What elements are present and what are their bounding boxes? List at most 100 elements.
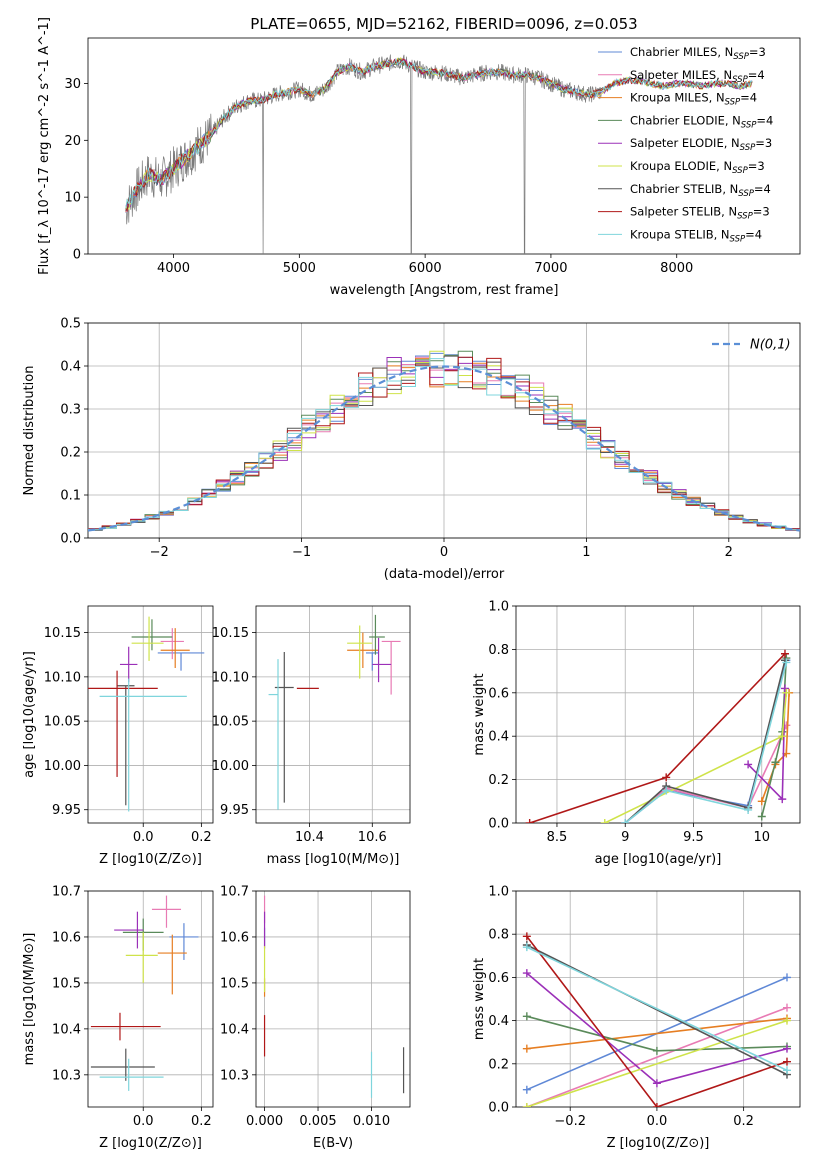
- weight-vs-age-series-line: [624, 660, 786, 823]
- age-vs-mass-ytick-label: 10.15: [212, 626, 249, 641]
- spectrum-ytick-label: 30: [64, 77, 81, 92]
- weight-vs-Z-point-marker: [652, 1079, 661, 1088]
- legend-label: Chabrier STELIB, NSSP=4: [630, 182, 771, 199]
- spectrum-ytick-label: 10: [64, 191, 81, 206]
- weight-vs-Z-point-marker: [652, 1103, 661, 1107]
- weight-vs-age-point-marker: [778, 732, 787, 741]
- weight-vs-age-point-marker: [782, 658, 791, 667]
- residuals-ylabel: Normed distribution: [22, 366, 37, 496]
- mass-vs-ebv-xtick-label: 0.005: [299, 1114, 336, 1129]
- weight-vs-Z-point-marker: [522, 1103, 531, 1107]
- weight-vs-Z-point-marker: [522, 969, 531, 978]
- plot-area: [88, 616, 205, 812]
- legend-label: N(0,1): [750, 338, 791, 353]
- weight-vs-Z-ytick-label: 0.0: [488, 1101, 509, 1116]
- legend-label: Kroupa MILES, NSSP=4: [630, 91, 757, 108]
- legend-value: =3: [755, 136, 772, 150]
- age-vs-mass-xtick-label: 10.6: [358, 830, 387, 845]
- plot-area: [263, 895, 405, 1098]
- mass-vs-Z-ylabel: mass [log10(M/M⊙)]: [22, 933, 37, 1066]
- plot-area: [90, 895, 199, 1091]
- legend-value: =4: [754, 182, 771, 196]
- spectrum-panel: 4000 5000 6000 7000 8000 0 10 20 30 wavelength [A…: [37, 17, 801, 298]
- legend-subscript: SSP: [740, 143, 756, 153]
- mass-vs-Z-ytick-label: 10.5: [52, 976, 81, 991]
- weight-vs-age-panel: 8.5 9 9.5 10 0.0 0.2 0.4 0.6 0.8 1.0 age [log10(ag…: [472, 600, 801, 867]
- normal-reference-curve: [88, 365, 800, 532]
- weight-vs-age-series-line: [761, 692, 790, 802]
- weight-vs-Z-ytick-label: 0.8: [488, 928, 509, 943]
- weight-vs-Z-series-line: [526, 1017, 788, 1050]
- weight-vs-Z-xtick-label: 0.0: [647, 1114, 668, 1129]
- spectrum-ytick-label: 20: [64, 134, 81, 149]
- plot-area: [125, 54, 753, 254]
- mass-vs-ebv-xlabel: E(B-V): [313, 1136, 353, 1151]
- spectrum-xtick-label: 5000: [283, 261, 316, 276]
- mass-vs-Z-xtick-label: 0.2: [191, 1114, 212, 1129]
- spectrum-xtick-label: 8000: [660, 261, 693, 276]
- age-vs-Z-ytick-label: 10.05: [44, 715, 81, 730]
- spectrum-ytick-label: 0: [73, 248, 81, 263]
- age-vs-mass-ytick-label: 9.95: [220, 803, 249, 818]
- legend-value: =4: [756, 113, 773, 127]
- weight-vs-age-xtick-label: 10: [753, 830, 770, 845]
- figure-title: PLATE=0655, MJD=52162, FIBERID=0096, z=0…: [250, 15, 637, 33]
- weight-vs-age-point-marker: [757, 797, 766, 806]
- mass-vs-ebv-ytick-label: 10.6: [220, 930, 249, 945]
- legend-value: =3: [749, 45, 766, 59]
- weight-vs-age-xtick-label: 9: [621, 830, 629, 845]
- weight-vs-Z-point-marker: [522, 1044, 531, 1053]
- residuals-xtick-label: 1: [582, 545, 590, 560]
- age-vs-Z-frame: [87, 605, 214, 824]
- weight-vs-age-point-marker: [744, 760, 753, 769]
- legend-label: Kroupa ELODIE, NSSP=3: [630, 159, 765, 176]
- spectrum-xlabel: wavelength [Angstrom, rest frame]: [330, 283, 559, 298]
- weight-vs-Z-point-marker: [782, 1044, 791, 1053]
- residuals-ytick-label: 0.1: [60, 489, 81, 504]
- residuals-xlabel: (data-model)/error: [384, 567, 505, 582]
- residuals-panel: −2 −1 0 1 2 0.0 0.1 0.2 0.3 0.4 0.5 (data-model)/er…: [22, 317, 801, 582]
- age-vs-Z-xlabel: Z [log10(Z/Z⊙)]: [99, 852, 202, 867]
- weight-vs-age-point-marker: [780, 684, 789, 693]
- mass-vs-ebv-xtick-label: 0.010: [353, 1114, 390, 1129]
- mass-vs-ebv-xtick-label: 0.000: [246, 1114, 283, 1129]
- age-vs-mass-ytick-label: 10.00: [212, 759, 249, 774]
- weight-vs-age-point-marker: [662, 786, 671, 795]
- plot-area: [522, 932, 791, 1107]
- weight-vs-Z-ytick-label: 0.6: [488, 971, 509, 986]
- legend-subscript: SSP: [741, 120, 757, 130]
- weight-vs-age-point-marker: [662, 773, 671, 782]
- weight-vs-age-series-line: [624, 662, 788, 823]
- weight-vs-Z-point-marker: [522, 932, 531, 941]
- weight-vs-Z-ytick-label: 0.4: [488, 1014, 509, 1029]
- age-vs-Z-ylabel: age [log10(age/yr)]: [22, 651, 37, 778]
- age-vs-Z-xtick-label: 0.2: [191, 830, 212, 845]
- mass-vs-metallicity-panel: 0.0 0.2 10.3 10.4 10.5 10.6 10.7 Z [log10(Z/Z⊙)…: [22, 885, 214, 1151]
- legend-value: =4: [740, 91, 757, 105]
- residuals-xtick-label: 2: [725, 545, 733, 560]
- spectrum-ylabel: Flux [f_λ 10^-17 erg cm^-2 s^-1 A^-1]: [37, 17, 52, 275]
- weight-vs-age-xtick-label: 9.5: [683, 830, 704, 845]
- weight-vs-age-ytick-label: 0.4: [488, 730, 509, 745]
- plot-area: [525, 649, 794, 823]
- legend-value: =3: [753, 205, 770, 219]
- residuals-ytick-label: 0.5: [60, 317, 81, 332]
- weight-vs-Z-ylabel: mass weight: [472, 958, 487, 1040]
- weight-vs-age-ytick-label: 0.6: [488, 686, 509, 701]
- spectrum-frame: [87, 37, 801, 255]
- weight-vs-age-point-marker: [780, 649, 789, 658]
- weight-vs-age-ytick-label: 0.0: [488, 817, 509, 832]
- weight-vs-Z-ytick-label: 0.2: [488, 1057, 509, 1072]
- spectrum-model-line: [125, 57, 753, 209]
- residuals-xtick-label: −1: [292, 545, 311, 560]
- residuals-xtick-label: −2: [150, 545, 169, 560]
- legend-subscript: SSP: [732, 75, 748, 85]
- mass-vs-ebv-frame: [255, 890, 411, 1108]
- legend-subscript: SSP: [730, 234, 746, 244]
- spectrum-xtick-label: 7000: [534, 261, 567, 276]
- spectrum-xtick-label: 4000: [157, 261, 190, 276]
- spectrum-xtick-label: 6000: [409, 261, 442, 276]
- mass-vs-ebv-ytick-label: 10.5: [220, 976, 249, 991]
- age-vs-mass-ytick-label: 10.10: [212, 670, 249, 685]
- mass-vs-Z-ytick-label: 10.3: [52, 1068, 81, 1083]
